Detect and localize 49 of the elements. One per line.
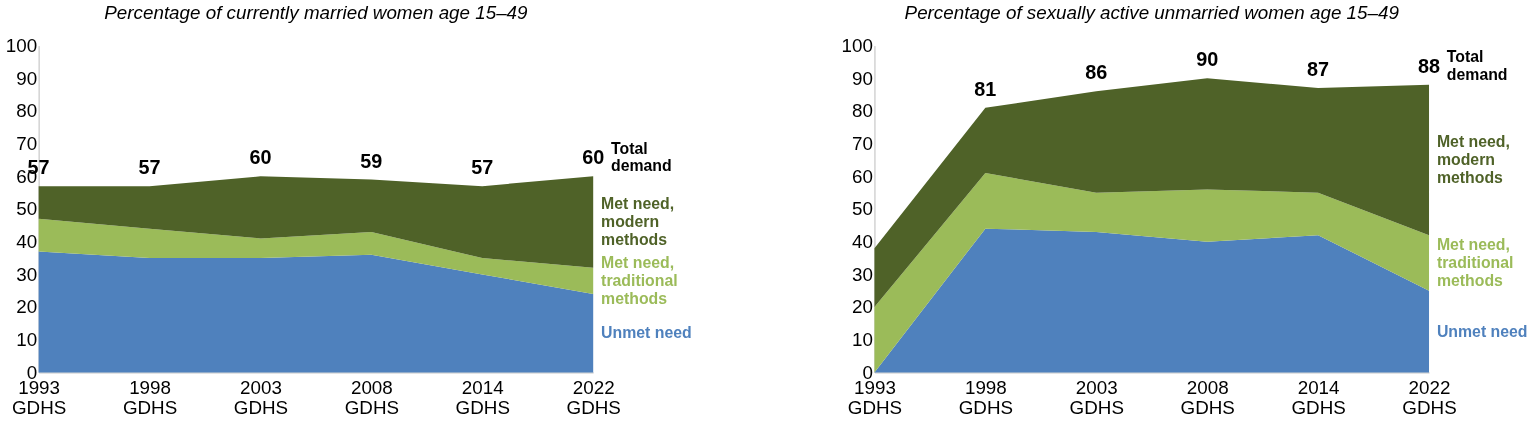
series-label: Unmet need: [1436, 322, 1528, 340]
total-label: 88: [1418, 54, 1441, 77]
y-tick-label: 20: [852, 296, 873, 318]
x-tick-label: 1998 GDHS: [122, 376, 178, 419]
y-tick-label: 40: [852, 231, 873, 253]
y-tick-label: 80: [16, 100, 38, 122]
y-tick-label: 70: [852, 133, 873, 155]
y-tick-label: 90: [16, 67, 38, 89]
chart-title: Percentage of currently married women age 15–49: [104, 1, 529, 23]
x-tick-label: 2008 GDHS: [344, 376, 400, 419]
total-label: 86: [1085, 61, 1108, 84]
y-tick-label: 90: [852, 67, 873, 89]
series-label: Met need, modern methods: [1436, 133, 1510, 186]
y-tick-label: 100: [5, 35, 38, 57]
y-tick-label: 20: [16, 296, 38, 318]
total-label: 60: [582, 146, 605, 169]
series-label: Met need, traditional methods: [601, 254, 678, 307]
chart-title: Percentage of sexually active unmarried women age 15–49: [904, 1, 1400, 23]
annotation: Total demand: [1446, 48, 1508, 83]
total-label: 60: [249, 146, 272, 169]
y-tick-label: 60: [852, 165, 873, 187]
x-tick-label: 2008 GDHS: [1180, 376, 1235, 419]
y-tick-label: 50: [852, 198, 873, 220]
series-label: Met need, modern methods: [601, 195, 675, 248]
total-label: 59: [360, 149, 383, 172]
y-tick-label: 100: [841, 35, 873, 57]
total-label: 57: [471, 156, 494, 179]
y-tick-label: 30: [852, 263, 873, 285]
series-label: Met need, traditional methods: [1436, 236, 1514, 289]
series-label: Unmet need: [601, 324, 692, 342]
y-tick-label: 10: [16, 329, 38, 351]
x-tick-label: 1998 GDHS: [958, 376, 1014, 419]
annotation: Total demand: [611, 139, 672, 175]
x-tick-label: 2022 GDHS: [1402, 376, 1457, 419]
y-tick-label: 30: [16, 263, 38, 285]
x-tick-label: 2014 GDHS: [1291, 376, 1346, 419]
x-tick-label: 2014 GDHS: [455, 376, 510, 419]
y-tick-label: 50: [16, 198, 38, 220]
x-tick-label: 2003 GDHS: [233, 376, 289, 419]
y-tick-label: 10: [852, 329, 873, 351]
y-tick-label: 40: [16, 231, 38, 253]
x-tick-label: 2022 GDHS: [566, 376, 621, 419]
y-tick-label: 80: [852, 100, 873, 122]
total-label: 81: [974, 77, 997, 100]
y-tick-label: 70: [16, 133, 38, 155]
x-tick-label: 2003 GDHS: [1069, 376, 1124, 419]
total-label: 87: [1307, 58, 1330, 81]
total-label: 90: [1196, 48, 1219, 71]
total-label: 57: [138, 156, 161, 179]
